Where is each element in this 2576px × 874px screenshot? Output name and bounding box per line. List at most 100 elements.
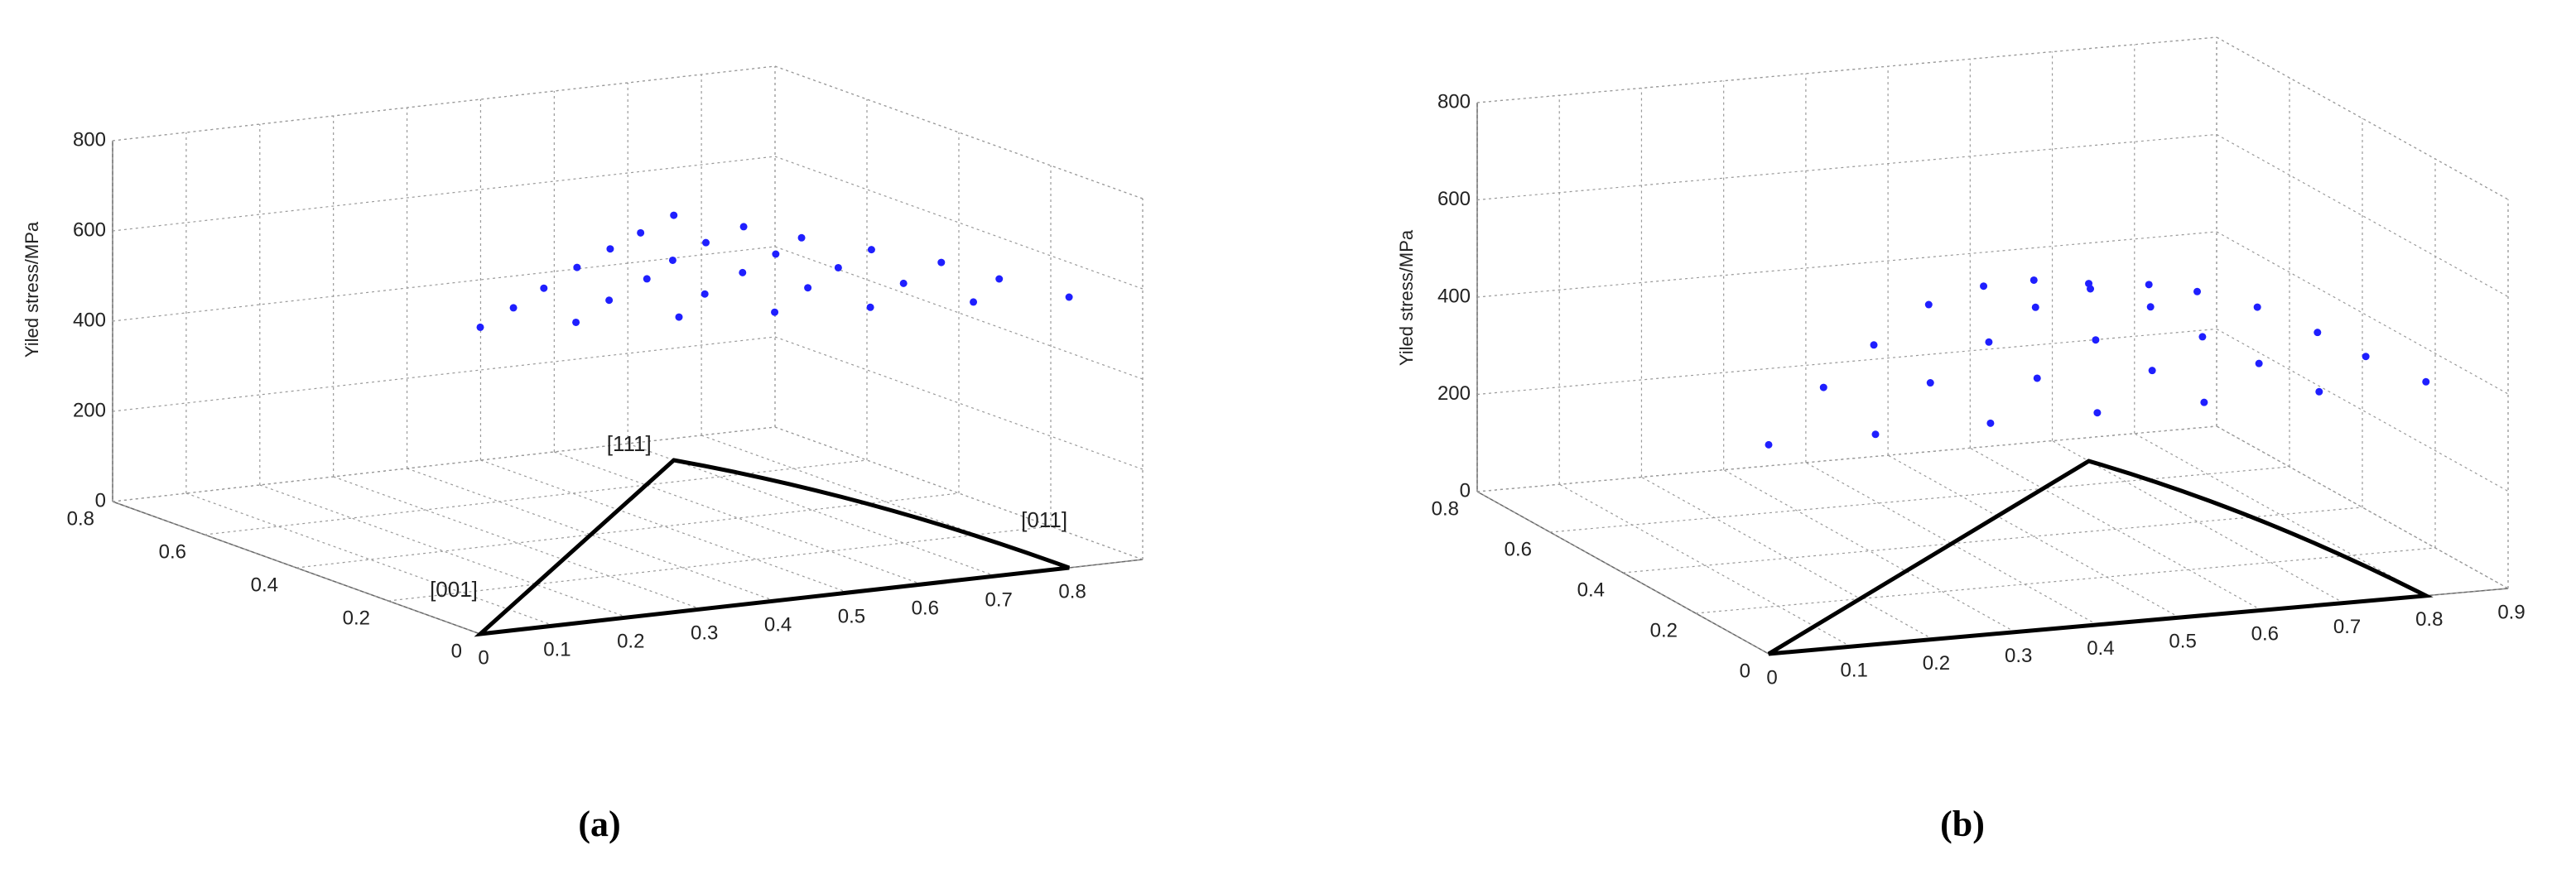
z-tick-label: 800: [1437, 90, 1471, 113]
data-point: [2093, 409, 2102, 417]
data-point: [772, 250, 780, 258]
y-tick-label: 0.8: [67, 507, 94, 530]
data-point: [1819, 383, 1827, 391]
data-point: [1980, 282, 1988, 291]
grid-line: [774, 426, 1144, 560]
data-point: [937, 258, 946, 267]
grid-line: [112, 65, 776, 142]
grid-line: [407, 468, 775, 602]
grid-line: [480, 459, 849, 593]
grid-line: [1695, 547, 2436, 614]
data-point: [701, 290, 709, 298]
grid-line: [333, 476, 701, 610]
z-tick-label: 600: [1437, 188, 1471, 210]
data-point: [866, 303, 874, 311]
vertex-label: [111]: [607, 431, 652, 456]
caption: (a): [578, 804, 620, 844]
x-tick-label: 0.5: [2169, 630, 2196, 652]
x-tick-label: 0: [478, 646, 489, 669]
data-point: [2146, 303, 2155, 311]
x-tick-label: 0.7: [2333, 616, 2361, 638]
x-tick-label: 0: [1766, 666, 1777, 689]
data-point: [1986, 419, 1995, 427]
grid-line: [112, 246, 776, 322]
data-point: [2148, 367, 2156, 375]
x-tick-label: 0.2: [617, 630, 644, 652]
data-point: [899, 279, 908, 287]
grid-line: [388, 526, 1052, 602]
grid-line: [112, 426, 776, 502]
data-point: [670, 211, 678, 219]
data-point: [2033, 374, 2041, 382]
grid-line: [204, 459, 868, 535]
y-tick-label: 0.8: [1432, 497, 1459, 520]
x-tick-label: 0.9: [2497, 601, 2525, 623]
data-point: [2145, 281, 2153, 289]
grid-line: [112, 336, 776, 412]
data-point: [668, 256, 677, 264]
data-point: [605, 296, 614, 305]
grid-line: [1476, 133, 2217, 201]
grid-line: [1641, 476, 1933, 640]
data-point: [2422, 377, 2430, 386]
data-point: [1924, 300, 1933, 309]
data-point: [2315, 387, 2323, 396]
data-point: [2193, 287, 2202, 295]
vertex-label: [001]: [430, 577, 478, 602]
grid-line: [1476, 36, 2217, 103]
data-point: [2314, 329, 2322, 337]
caption: (b): [1940, 804, 1985, 844]
data-point: [834, 263, 842, 271]
grid-line: [1476, 328, 2217, 396]
grid-line: [628, 443, 996, 577]
grid-line: [112, 156, 776, 232]
x-tick-label: 0.2: [1923, 652, 1950, 675]
z-tick-label: 0: [1460, 479, 1471, 502]
data-point: [573, 263, 581, 271]
y-tick-label: 0.6: [1505, 538, 1532, 560]
x-tick-label: 0.4: [764, 613, 792, 636]
grid-line: [1549, 466, 2290, 533]
data-point: [2362, 353, 2370, 361]
grid-line: [2216, 328, 2509, 492]
y-tick-label: 0.4: [1577, 579, 1605, 601]
data-point: [701, 238, 710, 247]
data-point: [1926, 379, 1934, 387]
data-point: [2030, 276, 2038, 284]
z-tick-label: 600: [73, 218, 106, 241]
x-tick-label: 0.6: [2251, 623, 2279, 646]
data-point: [606, 245, 614, 253]
data-point: [797, 233, 806, 242]
grid-line: [774, 156, 1144, 290]
stereographic-triangle: [1767, 459, 2434, 656]
y-tick-label: 0.4: [251, 574, 278, 596]
data-point: [509, 304, 518, 312]
data-point: [2031, 303, 2039, 311]
x-tick-label: 0.1: [1841, 660, 1868, 682]
data-point: [2200, 398, 2208, 406]
grid-line: [774, 336, 1144, 470]
grid-line: [259, 484, 628, 618]
grid-line: [1622, 507, 2363, 574]
y-tick-label: 0.2: [1650, 619, 1678, 641]
grid-line: [1476, 231, 2217, 298]
x-tick-label: 0.3: [691, 622, 718, 644]
z-axis-label: Yiled stress/MPa: [1396, 229, 1417, 366]
data-point: [2085, 280, 2093, 288]
z-axis-label: Yiled stress/MPa: [22, 221, 42, 358]
y-tick-label: 0: [1740, 660, 1750, 682]
data-point: [2092, 336, 2100, 344]
grid-line: [1723, 469, 2015, 633]
data-point: [2198, 333, 2207, 341]
z-tick-label: 400: [1437, 285, 1471, 307]
data-point: [1985, 338, 1993, 346]
x-tick-label: 0.1: [543, 638, 571, 660]
z-tick-label: 400: [73, 309, 106, 331]
x-tick-label: 0.8: [2415, 608, 2443, 631]
data-point: [2255, 359, 2263, 367]
vertex-label: [011]: [1021, 507, 1067, 532]
data-point: [1765, 440, 1773, 449]
grid-line: [2134, 433, 2427, 597]
grid-line: [185, 492, 555, 627]
